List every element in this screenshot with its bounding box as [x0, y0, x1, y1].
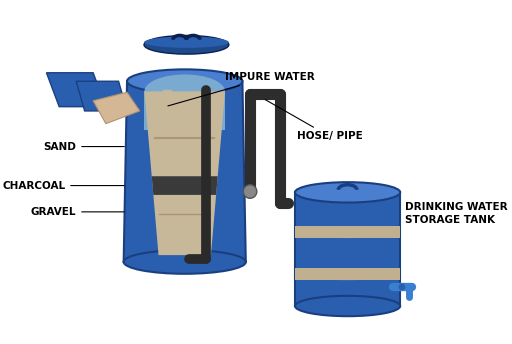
Ellipse shape	[243, 185, 257, 198]
Text: GRAVEL: GRAVEL	[31, 207, 124, 217]
Polygon shape	[144, 92, 225, 255]
Text: HOSE/ PIPE: HOSE/ PIPE	[265, 99, 362, 141]
Polygon shape	[295, 226, 400, 238]
Ellipse shape	[295, 268, 400, 280]
Ellipse shape	[124, 250, 246, 274]
Polygon shape	[93, 92, 140, 123]
Text: IMPURE WATER: IMPURE WATER	[168, 72, 314, 106]
Polygon shape	[124, 81, 246, 262]
Ellipse shape	[144, 74, 225, 108]
Ellipse shape	[247, 90, 253, 97]
Text: CHARCOAL: CHARCOAL	[2, 181, 124, 191]
Ellipse shape	[295, 296, 400, 316]
Polygon shape	[295, 268, 400, 280]
Ellipse shape	[144, 36, 229, 48]
Ellipse shape	[295, 226, 400, 238]
Polygon shape	[155, 90, 172, 111]
Text: DRINKING WATER
STORAGE TANK: DRINKING WATER STORAGE TANK	[406, 202, 508, 225]
Ellipse shape	[127, 69, 242, 93]
Ellipse shape	[144, 35, 229, 54]
Polygon shape	[152, 176, 218, 195]
Polygon shape	[295, 192, 400, 306]
Text: SAND: SAND	[44, 141, 124, 152]
Ellipse shape	[276, 199, 283, 206]
Polygon shape	[47, 73, 106, 107]
Ellipse shape	[398, 283, 406, 290]
Ellipse shape	[295, 182, 400, 203]
Polygon shape	[144, 92, 225, 130]
Polygon shape	[76, 81, 127, 111]
Ellipse shape	[276, 90, 283, 97]
